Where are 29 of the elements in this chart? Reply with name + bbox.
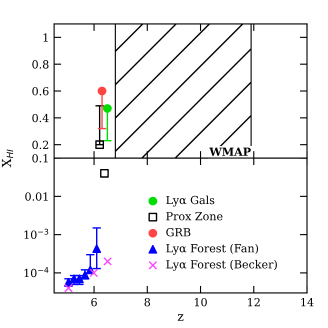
y-tick-label: 0.1 bbox=[32, 154, 48, 162]
legend-label: Lyα Gals bbox=[166, 196, 214, 207]
band-label: WMAP bbox=[209, 148, 251, 156]
y-tick-label: 0.6 bbox=[32, 86, 49, 96]
legend-label: Prox Zone bbox=[166, 212, 223, 220]
x-tick-label: 8 bbox=[144, 298, 150, 306]
x-tick-label: 14 bbox=[301, 298, 314, 306]
x-tick-label: 10 bbox=[194, 298, 207, 306]
point bbox=[98, 86, 106, 96]
point bbox=[95, 140, 104, 150]
y-tick-label: 0.2 bbox=[32, 140, 48, 150]
y-tick-label: 10$^{−4}$ bbox=[24, 267, 48, 278]
y-tick-label: 0.8 bbox=[32, 60, 49, 69]
y-tick-label: 1 bbox=[44, 33, 48, 42]
y-tick-label: 10$^{−3}$ bbox=[24, 228, 48, 239]
x-axis-title: z bbox=[178, 314, 184, 321]
point bbox=[103, 257, 112, 266]
legend-label: GRB bbox=[166, 228, 190, 236]
point bbox=[100, 168, 109, 178]
x-tick-label: 12 bbox=[248, 298, 260, 306]
y-tick-label: 0.4 bbox=[32, 114, 49, 122]
y-tick-label: 0.01 bbox=[25, 192, 48, 201]
point bbox=[89, 268, 98, 278]
point bbox=[92, 244, 102, 254]
legend-label: Lyα Forest (Becker) bbox=[166, 260, 277, 271]
point bbox=[102, 104, 112, 113]
x-tick-label: 6 bbox=[91, 298, 97, 306]
legend-label: Lyα Forest (Fan) bbox=[166, 244, 258, 255]
y-axis-title: X$_{HI}$ bbox=[2, 149, 14, 168]
